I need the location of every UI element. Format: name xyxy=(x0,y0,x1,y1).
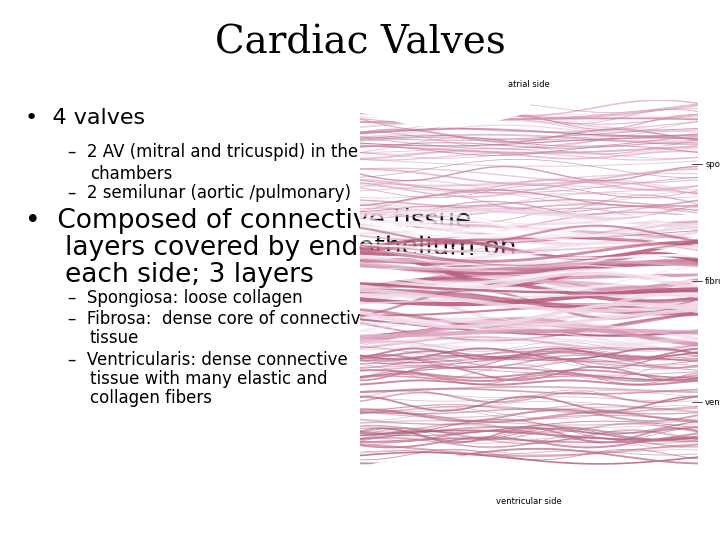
Text: layers covered by endothelium on: layers covered by endothelium on xyxy=(65,235,516,261)
Text: –  2 semilunar (aortic /pulmonary): – 2 semilunar (aortic /pulmonary) xyxy=(68,184,351,201)
Text: ventricular side: ventricular side xyxy=(496,497,562,506)
Text: each side; 3 layers: each side; 3 layers xyxy=(65,262,313,288)
Text: –  Fibrosa:  dense core of connective: – Fibrosa: dense core of connective xyxy=(68,310,372,328)
Text: atrial side: atrial side xyxy=(508,79,550,89)
Text: collagen fibers: collagen fibers xyxy=(90,389,212,407)
Text: tissue with many elastic and: tissue with many elastic and xyxy=(90,370,328,388)
Text: Cardiac Valves: Cardiac Valves xyxy=(215,24,505,62)
Text: ventricularis: ventricularis xyxy=(705,398,720,407)
Text: chambers: chambers xyxy=(90,165,172,183)
Text: •  4 valves: • 4 valves xyxy=(25,108,145,128)
Text: tissue: tissue xyxy=(90,329,140,347)
Text: fibrosa: fibrosa xyxy=(705,277,720,286)
Text: –  Spongiosa: loose collagen: – Spongiosa: loose collagen xyxy=(68,289,303,307)
Text: spongiosa: spongiosa xyxy=(705,160,720,168)
Text: –  2 AV (mitral and tricuspid) in the: – 2 AV (mitral and tricuspid) in the xyxy=(68,143,359,161)
Text: –  Ventricularis: dense connective: – Ventricularis: dense connective xyxy=(68,351,348,369)
Text: •  Composed of connective tissue: • Composed of connective tissue xyxy=(25,208,472,234)
